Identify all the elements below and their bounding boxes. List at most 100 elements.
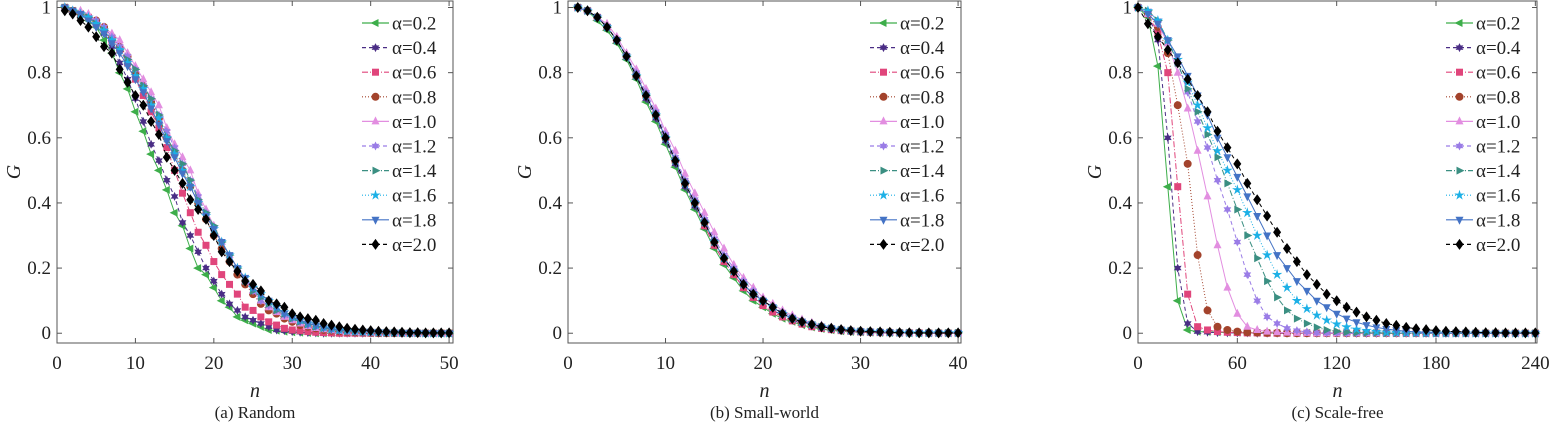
y-tick-label: 0.6: [27, 128, 51, 149]
data-point: [1343, 328, 1352, 337]
data-point: [1233, 308, 1242, 317]
data-point: [100, 41, 108, 53]
data-point: [768, 301, 777, 313]
data-point: [1183, 319, 1192, 328]
data-point: [1194, 323, 1202, 331]
data-point: [1193, 117, 1202, 126]
legend-label: α=0.8: [1476, 87, 1520, 108]
data-point: [264, 322, 273, 332]
data-point: [1204, 130, 1213, 139]
data-point: [162, 126, 171, 136]
data-point: [153, 166, 162, 175]
data-point: [138, 127, 147, 136]
x-tick-label: 0: [563, 353, 573, 374]
data-point: [944, 327, 953, 339]
data-point: [1193, 327, 1202, 337]
legend-marker: [879, 141, 888, 151]
legend-label: α=0.2: [1476, 14, 1520, 35]
data-point: [170, 143, 179, 153]
data-point: [827, 322, 836, 334]
data-point: [1242, 207, 1253, 218]
data-point: [1213, 328, 1221, 336]
x-tick-label: 20: [754, 353, 773, 374]
data-point: [1243, 177, 1252, 189]
legend-marker: [1456, 166, 1465, 175]
data-point: [1243, 193, 1252, 202]
data-point: [390, 326, 399, 338]
data-point: [122, 57, 133, 68]
data-point: [1361, 325, 1372, 336]
data-point: [1174, 183, 1182, 191]
data-point: [1183, 87, 1192, 97]
data-point: [749, 288, 758, 300]
data-point: [1253, 213, 1262, 221]
y-tick-label: 1: [553, 0, 563, 19]
data-point: [905, 327, 914, 339]
data-point: [1311, 309, 1322, 320]
data-point: [358, 324, 367, 336]
data-point: [622, 50, 631, 62]
legend-entry: α=0.8: [362, 87, 436, 108]
series-2.0: [573, 2, 963, 339]
data-point: [1312, 278, 1321, 290]
legend-marker: [371, 238, 380, 250]
data-point: [257, 313, 265, 321]
data-point: [1333, 327, 1342, 336]
data-point: [139, 117, 148, 126]
legend-label: α=1.8: [392, 210, 436, 231]
data-point: [915, 327, 924, 339]
x-axis-label: n: [250, 380, 260, 402]
data-point: [1382, 318, 1391, 329]
legend-label: α=1.0: [900, 112, 944, 133]
data-point: [1432, 325, 1440, 337]
data-point: [1261, 249, 1273, 260]
data-point: [1223, 282, 1232, 291]
data-point: [798, 316, 806, 328]
data-point: [729, 265, 738, 277]
data-point: [437, 327, 446, 339]
data-point: [1402, 321, 1411, 333]
data-point: [1244, 231, 1253, 240]
data-point: [1521, 327, 1530, 339]
data-point: [1264, 277, 1273, 286]
data-point: [612, 34, 621, 46]
legend-label: α=1.2: [1476, 137, 1520, 158]
data-point: [162, 138, 171, 147]
data-point: [1342, 315, 1351, 324]
data-point: [1182, 326, 1191, 334]
subplot-caption: (b) Small-world: [710, 403, 820, 422]
data-point: [1292, 278, 1301, 287]
data-point: [1341, 321, 1352, 332]
legend-marker: [880, 68, 887, 76]
data-point: [154, 121, 163, 130]
data-point: [131, 76, 140, 85]
data-point: [343, 322, 352, 334]
data-point: [178, 189, 186, 197]
data-point: [739, 278, 748, 290]
legend-label: α=0.4: [900, 38, 945, 59]
data-point: [1253, 194, 1262, 206]
y-tick-label: 0.4: [27, 193, 51, 214]
legend-entry: α=1.2: [1446, 137, 1520, 158]
data-point: [264, 295, 273, 307]
data-point: [1184, 84, 1193, 93]
series-2.0: [1134, 2, 1540, 339]
data-point: [1232, 184, 1243, 195]
data-point: [169, 148, 180, 159]
data-point: [651, 109, 660, 121]
x-tick-label: 240: [1521, 353, 1550, 374]
legend-label: α=0.6: [900, 63, 944, 84]
data-point: [642, 90, 650, 101]
data-point: [202, 263, 210, 273]
legend-marker: [878, 189, 889, 200]
data-point: [163, 144, 171, 152]
data-point: [1342, 301, 1351, 313]
data-point: [288, 326, 296, 334]
data-point: [202, 241, 210, 249]
data-point: [170, 164, 179, 176]
x-axis-label: n: [760, 380, 770, 402]
data-point: [1224, 179, 1233, 188]
data-point: [98, 24, 110, 35]
data-point: [1214, 153, 1223, 162]
